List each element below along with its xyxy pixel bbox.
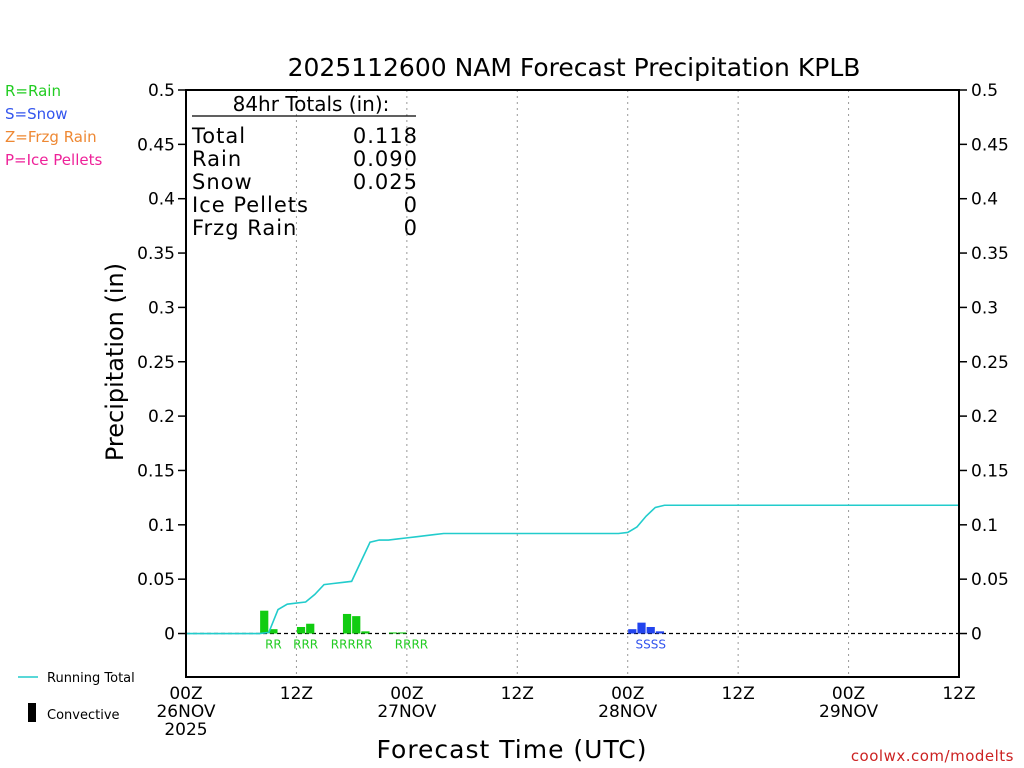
x-tick-label: 00Z — [390, 684, 423, 704]
bar-rain — [342, 613, 352, 634]
y-tick-label-right: 0 — [971, 625, 982, 645]
bar-snow — [637, 622, 646, 634]
ptype-labels: RR RRR RRRRR RRRR SSSS — [265, 638, 666, 652]
y-tick-label-left: 0.1 — [148, 516, 175, 536]
bar-snow — [655, 631, 665, 634]
x-tick-label: 12Z — [942, 684, 975, 704]
y-tick-label-left: 0.45 — [137, 135, 175, 155]
x-tick-label: 00Z — [611, 684, 644, 704]
ptype-legend-entry: Z=Frzg Rain — [5, 128, 97, 146]
y-tick-label-left: 0.05 — [137, 570, 175, 590]
ptype-label: RRR — [293, 638, 318, 652]
y-tick-label-right: 0.1 — [971, 516, 998, 536]
x-tick-label: 2025 — [164, 720, 207, 740]
y-tick-label-left: 0.25 — [137, 353, 175, 373]
ptype-legend-entry: R=Rain — [5, 82, 61, 100]
y-tick-label-left: 0.15 — [137, 461, 175, 481]
x-tick-label: 12Z — [722, 684, 755, 704]
ptype-legend: R=Rain S=Snow Z=Frzg Rain P=Ice Pellets — [5, 82, 102, 169]
totals-row-value: 0.090 — [353, 147, 418, 171]
y-tick-label-right: 0.35 — [971, 244, 1009, 264]
x-tick-label: 26NOV — [156, 702, 215, 722]
ptype-legend-entry: S=Snow — [5, 105, 68, 123]
x-tick-label: 12Z — [280, 684, 313, 704]
totals-row-value: 0.025 — [353, 170, 418, 194]
convective-legend-label: Convective — [47, 708, 120, 723]
totals-row-value: 0 — [404, 193, 418, 217]
ptype-label: RRRR — [395, 638, 428, 652]
bar-rain — [306, 623, 315, 634]
ptype-legend-entry: P=Ice Pellets — [5, 151, 102, 169]
bar-snow — [628, 629, 637, 634]
x-axis-title: Forecast Time (UTC) — [377, 735, 648, 764]
running-total-legend-label: Running Total — [47, 671, 135, 686]
ptype-label: RRRRR — [331, 638, 373, 652]
y-tick-label-left: 0.4 — [148, 190, 175, 210]
ptype-label: RR — [265, 638, 282, 652]
y-tick-label-left: 0.3 — [148, 298, 175, 318]
bar-rain — [296, 626, 306, 634]
x-tick-label: 00Z — [832, 684, 865, 704]
y-tick-label-right: 0.15 — [971, 461, 1009, 481]
chart-title: 2025112600 NAM Forecast Precipitation KP… — [288, 53, 861, 82]
totals-row-value: 0.118 — [353, 124, 418, 148]
y-tick-label-left: 0.5 — [148, 81, 175, 101]
running-total-line — [186, 504, 959, 635]
convective-legend-swatch — [28, 703, 36, 722]
bar-rain — [260, 610, 269, 634]
bottom-legend: Running Total Convective — [18, 671, 135, 723]
bar-rain — [269, 629, 278, 634]
y-tick-label-right: 0.25 — [971, 353, 1009, 373]
totals-row-value: 0 — [404, 216, 418, 240]
totals-row-label: Frzg Rain — [192, 216, 297, 240]
plot-frame — [185, 89, 960, 678]
y-tick-label-right: 0.3 — [971, 298, 998, 318]
x-tick-label: 27NOV — [377, 702, 436, 722]
totals-box: 84hr Totals (in): Total 0.118 Rain 0.090 Sno… — [191, 92, 418, 240]
bar-rain — [398, 632, 407, 634]
totals-row-label: Rain — [192, 147, 242, 171]
ptype-label: SSSS — [635, 638, 665, 652]
y-tick-label-left: 0.35 — [137, 244, 175, 264]
y-tick-label-right: 0.4 — [971, 190, 998, 210]
totals-row-label: Snow — [192, 170, 253, 194]
totals-row-label: Ice Pellets — [192, 193, 309, 217]
y-tick-label-left: 0 — [164, 625, 175, 645]
totals-header: 84hr Totals (in): — [233, 92, 390, 116]
y-tick-label-right: 0.45 — [971, 135, 1009, 155]
y-tick-label-left: 0.2 — [148, 407, 175, 427]
y-tick-label-right: 0.5 — [971, 81, 998, 101]
credit-text: coolwx.com/modelts — [851, 747, 1014, 765]
x-tick-label: 00Z — [169, 684, 202, 704]
y-tick-label-right: 0.2 — [971, 407, 998, 427]
bar-rain — [388, 632, 398, 634]
bar-rain — [352, 616, 361, 634]
x-tick-label: 29NOV — [819, 702, 878, 722]
totals-rows: Total 0.118 Rain 0.090 Snow 0.025 Ice Pellets 0… — [191, 124, 418, 240]
y-tick-label-right: 0.05 — [971, 570, 1009, 590]
bar-snow — [646, 626, 655, 634]
x-tick-label: 12Z — [501, 684, 534, 704]
bar-rain — [361, 631, 370, 634]
y-axis-title: Precipitation (in) — [101, 263, 129, 461]
totals-row-label: Total — [191, 124, 246, 148]
y-axis-right: 0 0.05 0.1 0.15 0.2 0.25 0.3 0.35 0.4 0.45 0.5 — [959, 81, 1009, 645]
bar-series — [260, 610, 665, 634]
x-tick-label: 28NOV — [598, 702, 657, 722]
y-axis-left: 0 0.05 0.1 0.15 0.2 0.25 0.3 0.35 0.4 0.45 0.5 — [137, 81, 186, 645]
grid-lines — [295, 90, 850, 677]
